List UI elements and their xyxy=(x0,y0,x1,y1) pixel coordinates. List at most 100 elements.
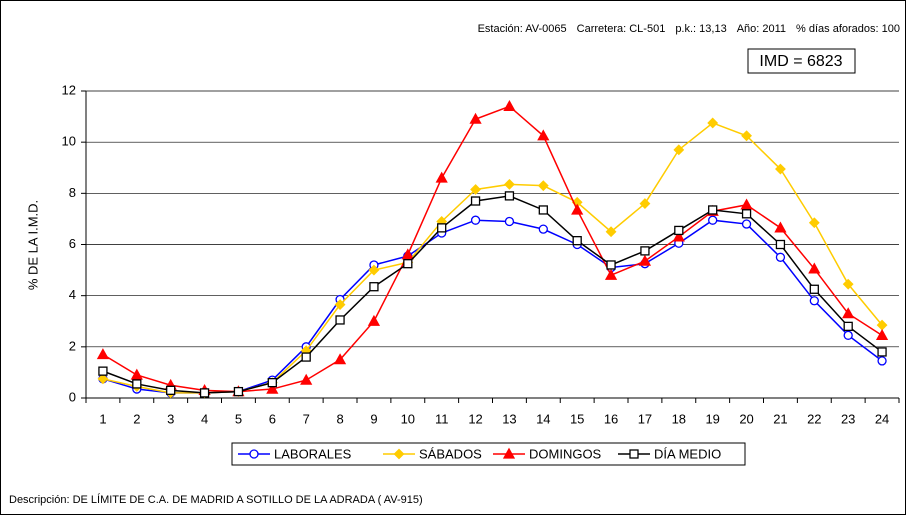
x-tick-label: 23 xyxy=(841,411,855,426)
marker xyxy=(403,259,413,269)
marker xyxy=(369,282,379,292)
marker xyxy=(808,262,821,274)
marker xyxy=(335,315,345,325)
marker xyxy=(877,347,887,357)
x-tick-label: 10 xyxy=(401,411,415,426)
marker xyxy=(97,373,109,385)
x-tick-label: 13 xyxy=(502,411,516,426)
header-item: Año: 2011 xyxy=(737,23,786,35)
x-tick-label: 1 xyxy=(99,411,106,426)
series-line xyxy=(102,195,883,394)
x-tick-label: 9 xyxy=(370,411,377,426)
marker xyxy=(672,230,685,242)
imd-box xyxy=(747,48,856,74)
marker xyxy=(638,254,652,266)
marker xyxy=(604,268,618,280)
marker xyxy=(877,356,887,366)
marker xyxy=(640,246,650,256)
marker xyxy=(572,236,582,246)
marker xyxy=(842,307,855,319)
y-tick-label: 4 xyxy=(69,287,76,302)
marker xyxy=(741,219,752,229)
marker xyxy=(537,129,550,141)
marker xyxy=(605,226,617,238)
y-tick-label: 12 xyxy=(62,82,76,97)
marker xyxy=(708,215,718,225)
x-tick-label: 21 xyxy=(773,411,787,426)
marker xyxy=(437,223,447,233)
marker xyxy=(267,377,277,388)
x-tick-label: 5 xyxy=(235,411,242,426)
header: Estación: AV-0065 Carretera: CL-501 p.k.: … xyxy=(478,23,900,35)
marker xyxy=(843,321,853,332)
legend-box xyxy=(231,442,746,466)
x-tick-label: 12 xyxy=(468,411,482,426)
marker xyxy=(266,382,279,394)
x-tick-label: 22 xyxy=(807,411,821,426)
x-tick-label: 2 xyxy=(133,411,140,426)
x-tick-label: 16 xyxy=(604,411,618,426)
marker xyxy=(674,225,684,236)
marker xyxy=(639,198,651,209)
legend-label: LABORALES xyxy=(274,446,352,461)
marker xyxy=(538,205,548,215)
header-item: Estación: AV-0065 xyxy=(478,23,567,35)
x-tick-label: 14 xyxy=(536,411,550,426)
marker xyxy=(775,239,786,250)
legend-label: DÍA MEDIO xyxy=(654,446,721,461)
legend-marker xyxy=(502,447,516,459)
x-tick-label: 6 xyxy=(269,411,276,426)
y-tick-label: 2 xyxy=(69,338,76,353)
x-tick-label: 24 xyxy=(875,411,889,426)
marker xyxy=(469,112,482,124)
marker xyxy=(875,328,889,340)
marker xyxy=(367,314,381,326)
marker xyxy=(843,330,853,340)
marker xyxy=(809,284,819,294)
marker xyxy=(504,216,515,227)
marker xyxy=(233,386,244,397)
marker xyxy=(470,184,481,195)
legend-label: SÁBADOS xyxy=(419,446,482,461)
marker xyxy=(809,296,819,306)
marker xyxy=(435,171,448,183)
x-tick-label: 20 xyxy=(739,411,753,426)
marker xyxy=(606,260,616,270)
marker xyxy=(808,217,820,229)
x-tick-label: 17 xyxy=(638,411,652,426)
x-tick-label: 7 xyxy=(303,411,310,426)
header-item: p.k.: 13,13 xyxy=(675,23,726,35)
y-axis-label: % DE LA I.M.D. xyxy=(25,200,40,290)
marker xyxy=(503,100,516,111)
x-tick-label: 19 xyxy=(705,411,719,426)
marker xyxy=(333,353,347,365)
y-tick-label: 8 xyxy=(69,185,76,200)
legend-label: DOMINGOS xyxy=(529,446,602,461)
x-tick-label: 18 xyxy=(672,411,686,426)
legend-marker xyxy=(393,448,405,460)
x-tick-label: 3 xyxy=(167,411,174,426)
description: Descripción: DE LÍMITE DE C.A. DE MADRID… xyxy=(9,493,423,506)
marker xyxy=(673,144,685,156)
marker xyxy=(401,248,414,260)
x-tick-label: 15 xyxy=(570,411,584,426)
marker xyxy=(741,209,752,219)
marker xyxy=(708,205,718,215)
marker xyxy=(775,163,786,175)
marker xyxy=(300,373,313,385)
imd-annotation: IMD = 6823 xyxy=(759,53,842,70)
marker xyxy=(470,215,481,225)
legend-marker xyxy=(249,449,259,459)
marker xyxy=(775,252,786,262)
marker xyxy=(741,130,752,142)
x-tick-label: 8 xyxy=(336,411,343,426)
marker xyxy=(537,180,549,192)
marker xyxy=(504,178,515,190)
marker xyxy=(707,117,719,129)
marker xyxy=(166,385,176,395)
marker xyxy=(571,203,584,215)
marker xyxy=(301,352,311,362)
marker xyxy=(130,368,143,380)
